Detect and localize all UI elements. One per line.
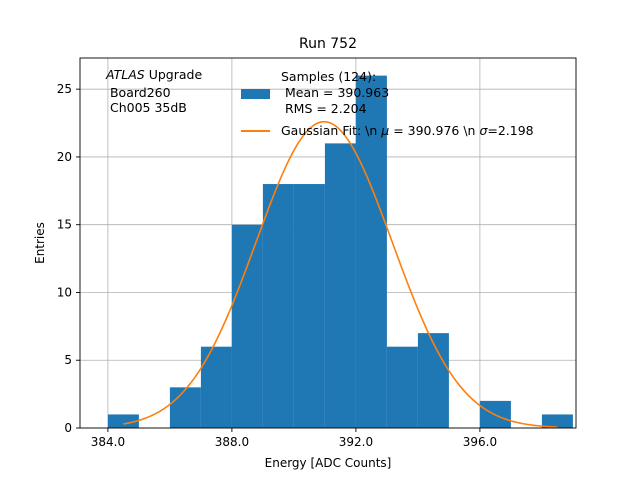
y-axis-label: Entries: [33, 222, 47, 264]
plot-frame: [79, 57, 577, 429]
x-tick-label-0: 384.0: [91, 435, 125, 449]
y-tick-label-4: 20: [57, 150, 72, 164]
y-tick-label-5: 25: [57, 82, 72, 96]
legend-bar-swatch: [241, 89, 270, 99]
y-tick-label-2: 10: [57, 285, 72, 299]
histogram-bar-0: [107, 414, 139, 428]
annotation-text: ATLAS Upgrade Board260 Ch005 35dB: [105, 67, 202, 115]
annotation-line-3: Ch005 35dB: [106, 100, 187, 115]
legend-fit-label: Gaussian Fit: \n μ = 390.976 \n σ=2.198: [281, 123, 534, 138]
axes: 384.0 388.0 392.0 396.0 0 5 10 15 20 25: [57, 57, 577, 449]
histogram-bar-10: [417, 333, 449, 428]
legend-sigma-symbol: σ: [479, 123, 488, 138]
legend-fit-prefix: Gaussian Fit: \n: [281, 123, 381, 138]
legend-samples-line-2: Mean = 390.963: [281, 85, 389, 100]
annotation-line-1: ATLAS Upgrade: [105, 67, 202, 82]
gaussian-fit-curve: [123, 120, 558, 428]
histogram-bar-5: [262, 184, 294, 428]
legend: Samples (124): Mean = 390.963 RMS = 2.20…: [241, 69, 534, 138]
histogram-bar-7: [324, 143, 356, 428]
y-tick-label-3: 15: [57, 218, 72, 232]
legend-samples-line-1: Samples (124):: [281, 69, 376, 84]
atlas-label: ATLAS: [105, 67, 145, 82]
histogram-bar-6: [293, 184, 325, 428]
fit-curve-layer: [123, 120, 558, 428]
annotation-line-2: Board260: [106, 85, 171, 100]
histogram-bar-3: [200, 346, 232, 428]
legend-mu-text: = 390.976 \n: [389, 123, 479, 138]
chart-title: Run 752: [299, 36, 357, 52]
legend-sigma-text: =2.198: [487, 123, 533, 138]
x-tick-label-3: 396.0: [463, 435, 497, 449]
y-tick-label-0: 0: [64, 421, 72, 435]
x-tick-label-2: 392.0: [339, 435, 373, 449]
histogram-bars: [107, 75, 573, 428]
histogram-bar-8: [355, 75, 387, 428]
x-axis-label: Energy [ADC Counts]: [265, 456, 392, 470]
legend-samples-line-3: RMS = 2.204: [281, 101, 367, 116]
histogram-bar-4: [231, 224, 263, 428]
upgrade-label: Upgrade: [145, 67, 203, 82]
x-tick-label-1: 388.0: [215, 435, 249, 449]
histogram-bar-2: [169, 387, 201, 428]
histogram-bar-14: [541, 414, 573, 428]
legend-mu-symbol: μ: [380, 123, 389, 138]
y-tick-label-1: 5: [64, 353, 72, 367]
histogram-bar-9: [386, 346, 418, 428]
